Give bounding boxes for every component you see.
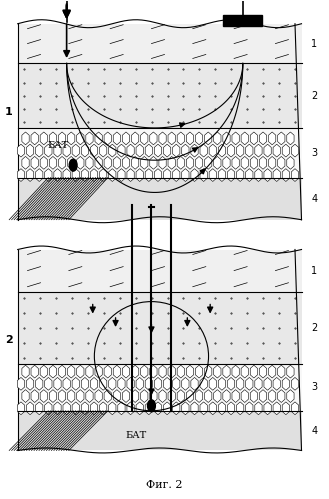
Circle shape [69,159,77,171]
Text: 3: 3 [311,148,317,158]
FancyBboxPatch shape [18,292,301,364]
Text: БАТ: БАТ [47,141,68,150]
Text: 4: 4 [311,194,317,204]
Text: 1: 1 [311,38,317,48]
Text: 2: 2 [311,91,317,101]
FancyBboxPatch shape [18,250,301,292]
Text: Фиг. 2: Фиг. 2 [146,480,183,490]
Text: 4: 4 [311,426,317,436]
Circle shape [147,400,155,412]
Text: 1: 1 [5,107,13,117]
Text: БАТ: БАТ [125,431,147,440]
FancyBboxPatch shape [18,24,301,63]
FancyBboxPatch shape [18,63,301,128]
Bar [223,15,262,26]
FancyBboxPatch shape [18,364,301,411]
Text: 1: 1 [311,265,317,275]
FancyBboxPatch shape [18,178,301,220]
FancyBboxPatch shape [18,128,301,178]
FancyBboxPatch shape [18,411,301,451]
Text: 2: 2 [5,335,13,345]
Text: 2: 2 [311,323,317,333]
Text: 3: 3 [311,382,317,392]
